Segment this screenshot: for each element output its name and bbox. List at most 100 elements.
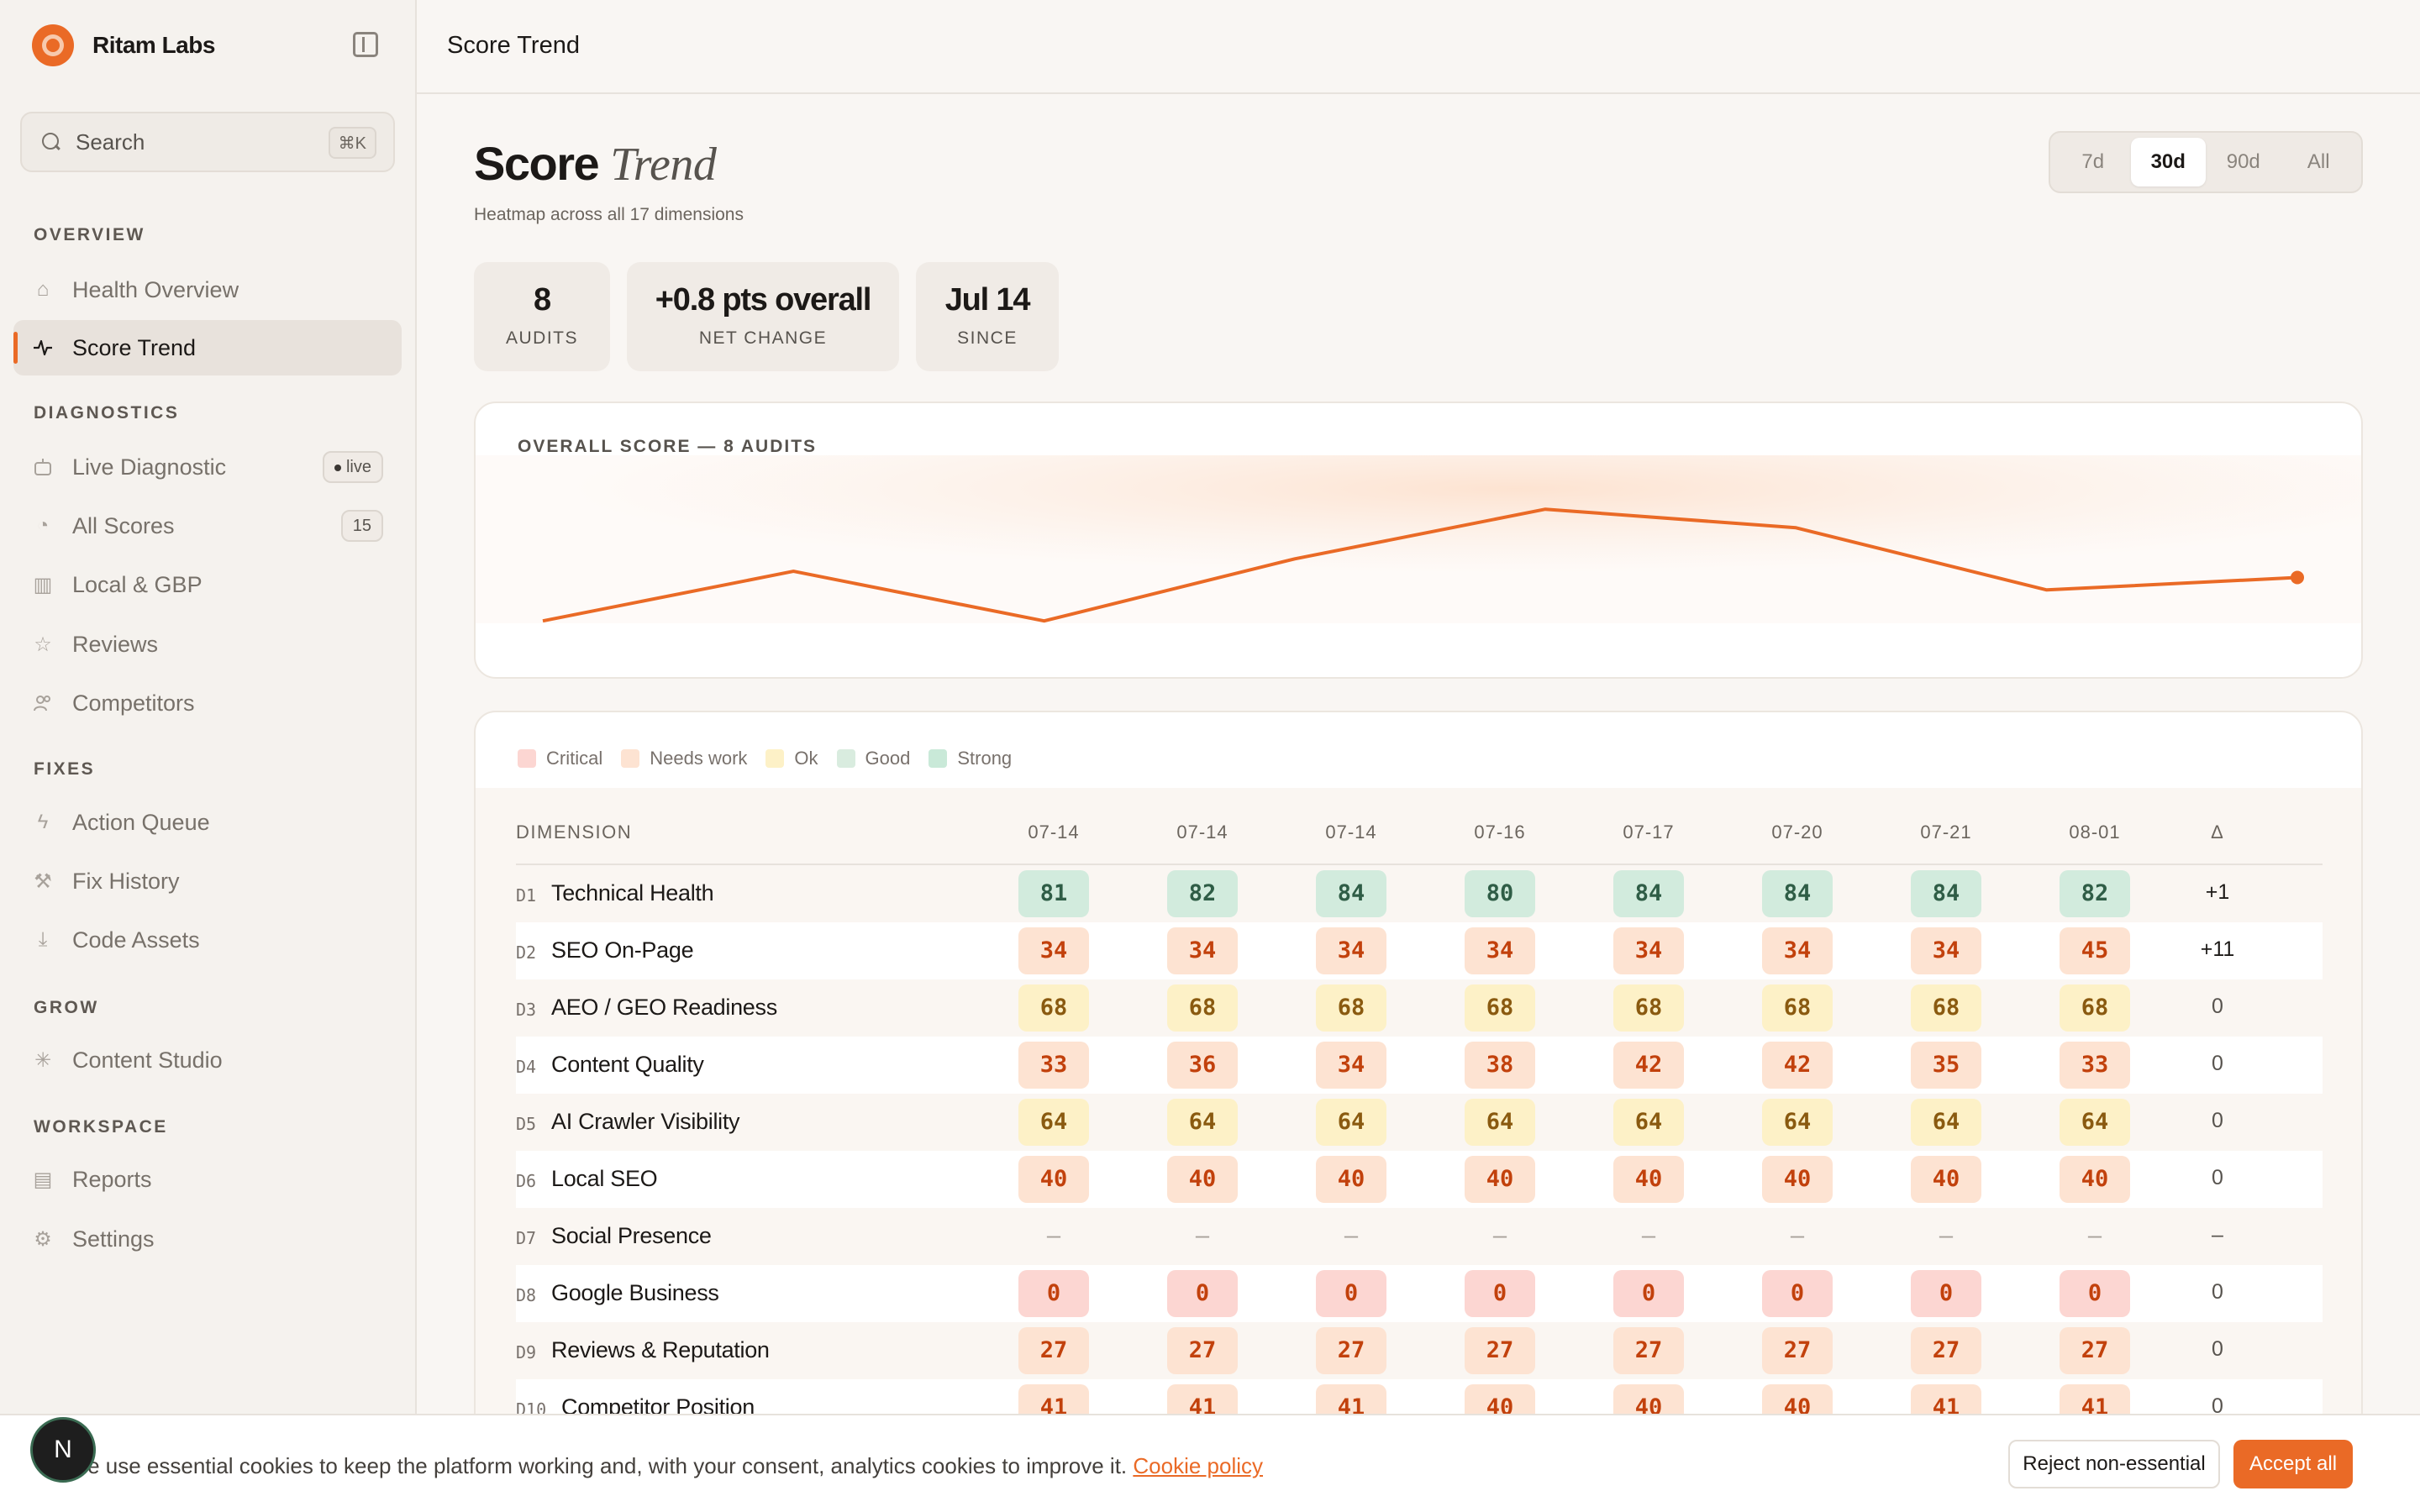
sidebar-item-reports[interactable]: ▤ Reports: [13, 1152, 402, 1207]
score-cell[interactable]: 40: [1316, 1156, 1386, 1203]
score-cell[interactable]: 68: [1911, 984, 1981, 1032]
sidebar-item-live-diagnostic[interactable]: Live Diagnostic live: [13, 439, 402, 495]
score-cell[interactable]: 40: [1167, 1156, 1238, 1203]
score-cell[interactable]: 27: [1613, 1327, 1684, 1374]
score-cell[interactable]: 64: [2060, 1099, 2130, 1146]
score-cell[interactable]: 84: [1613, 870, 1684, 917]
table-row[interactable]: D2 SEO On-Page 34 34 34 34 34 34 34 45 +11: [516, 922, 2323, 979]
score-cell[interactable]: 34: [1167, 927, 1238, 974]
sidebar-item-competitors[interactable]: Competitors: [13, 675, 402, 731]
score-cell[interactable]: 27: [1911, 1327, 1981, 1374]
score-cell[interactable]: 40: [1911, 1156, 1981, 1203]
sidebar-item-score-trend[interactable]: Score Trend: [13, 320, 402, 375]
score-cell[interactable]: –: [1641, 1223, 1656, 1249]
score-cell[interactable]: 40: [1018, 1156, 1089, 1203]
score-cell[interactable]: 34: [1613, 927, 1684, 974]
score-cell[interactable]: 27: [2060, 1327, 2130, 1374]
score-cell[interactable]: 27: [1316, 1327, 1386, 1374]
score-cell[interactable]: 40: [2060, 1156, 2130, 1203]
score-cell[interactable]: 42: [1613, 1042, 1684, 1089]
score-cell[interactable]: 40: [1465, 1156, 1535, 1203]
table-row[interactable]: D8 Google Business 0 0 0 0 0 0 0 0 0: [516, 1265, 2323, 1322]
score-cell[interactable]: 84: [1762, 870, 1833, 917]
score-cell[interactable]: 36: [1167, 1042, 1238, 1089]
score-cell[interactable]: 68: [1465, 984, 1535, 1032]
score-cell[interactable]: 42: [1762, 1042, 1833, 1089]
score-cell[interactable]: 40: [1762, 1156, 1833, 1203]
score-cell[interactable]: –: [1344, 1223, 1359, 1249]
table-row[interactable]: D9 Reviews & Reputation 27 27 27 27 27 27 27 27 0: [516, 1322, 2323, 1379]
score-cell[interactable]: 34: [1911, 927, 1981, 974]
score-cell[interactable]: –: [1492, 1223, 1507, 1249]
score-cell[interactable]: 64: [1018, 1099, 1089, 1146]
sidebar-item-action-queue[interactable]: ϟ Action Queue: [13, 795, 402, 850]
score-cell[interactable]: 34: [1018, 927, 1089, 974]
table-row[interactable]: D6 Local SEO 40 40 40 40 40 40 40 40 0: [516, 1151, 2323, 1208]
score-cell[interactable]: –: [1790, 1223, 1805, 1249]
score-cell[interactable]: 0: [1167, 1270, 1238, 1317]
score-cell[interactable]: 68: [1762, 984, 1833, 1032]
range-option-7d[interactable]: 7d: [2081, 150, 2105, 173]
score-cell[interactable]: 80: [1465, 870, 1535, 917]
collapse-sidebar-icon[interactable]: [353, 32, 378, 57]
score-cell[interactable]: 33: [2060, 1042, 2130, 1089]
score-cell[interactable]: 64: [1613, 1099, 1684, 1146]
range-option-all[interactable]: All: [2307, 150, 2330, 173]
score-cell[interactable]: 34: [1316, 1042, 1386, 1089]
score-cell[interactable]: 0: [1762, 1270, 1833, 1317]
table-row[interactable]: D5 AI Crawler Visibility 64 64 64 64 64 64 64 64 0: [516, 1094, 2323, 1151]
score-cell[interactable]: 0: [1911, 1270, 1981, 1317]
sidebar-item-fix-history[interactable]: ⚒ Fix History: [13, 853, 402, 909]
score-cell[interactable]: 34: [1465, 927, 1535, 974]
score-cell[interactable]: 0: [2060, 1270, 2130, 1317]
score-cell[interactable]: –: [2087, 1223, 2102, 1249]
score-cell[interactable]: –: [1195, 1223, 1210, 1249]
score-cell[interactable]: 82: [2060, 870, 2130, 917]
score-cell[interactable]: 0: [1018, 1270, 1089, 1317]
score-cell[interactable]: 64: [1911, 1099, 1981, 1146]
score-cell[interactable]: 27: [1762, 1327, 1833, 1374]
sidebar-item-settings[interactable]: ⚙ Settings: [13, 1211, 402, 1267]
score-cell[interactable]: 84: [1316, 870, 1386, 917]
avatar[interactable]: N: [30, 1417, 96, 1483]
score-cell[interactable]: 0: [1316, 1270, 1386, 1317]
score-cell[interactable]: 64: [1465, 1099, 1535, 1146]
sidebar-item-health-overview[interactable]: ⌂ Health Overview: [13, 262, 402, 318]
score-cell[interactable]: 68: [1613, 984, 1684, 1032]
score-cell[interactable]: 82: [1167, 870, 1238, 917]
score-cell[interactable]: 27: [1465, 1327, 1535, 1374]
reject-non-essential-button[interactable]: Reject non-essential: [2008, 1440, 2220, 1488]
score-cell[interactable]: –: [1939, 1223, 1954, 1249]
score-cell[interactable]: 34: [1762, 927, 1833, 974]
score-cell[interactable]: 68: [1018, 984, 1089, 1032]
score-cell[interactable]: 84: [1911, 870, 1981, 917]
table-row[interactable]: D7 Social Presence – – – – – – – – –: [516, 1208, 2323, 1265]
search-input[interactable]: Search ⌘K: [20, 112, 395, 172]
table-row[interactable]: D1 Technical Health 81 82 84 80 84 84 84 82 +1: [516, 865, 2323, 922]
range-option-90d[interactable]: 90d: [2226, 150, 2260, 173]
score-cell[interactable]: 45: [2060, 927, 2130, 974]
sidebar-item-code-assets[interactable]: ⤓ Code Assets: [13, 912, 402, 968]
sidebar-item-reviews[interactable]: ☆ Reviews: [13, 617, 402, 672]
score-cell[interactable]: –: [1046, 1223, 1061, 1249]
sidebar-item-content-studio[interactable]: ✳ Content Studio: [13, 1032, 402, 1088]
score-cell[interactable]: 68: [1167, 984, 1238, 1032]
score-cell[interactable]: 64: [1167, 1099, 1238, 1146]
score-cell[interactable]: 81: [1018, 870, 1089, 917]
score-cell[interactable]: 34: [1316, 927, 1386, 974]
score-cell[interactable]: 0: [1465, 1270, 1535, 1317]
table-row[interactable]: D4 Content Quality 33 36 34 38 42 42 35 33 0: [516, 1037, 2323, 1094]
score-cell[interactable]: 35: [1911, 1042, 1981, 1089]
accept-all-button[interactable]: Accept all: [2233, 1440, 2353, 1488]
score-cell[interactable]: 27: [1018, 1327, 1089, 1374]
score-cell[interactable]: 38: [1465, 1042, 1535, 1089]
sidebar-item-all-scores[interactable]: ◔ All Scores 15: [13, 498, 402, 554]
score-cell[interactable]: 40: [1613, 1156, 1684, 1203]
score-cell[interactable]: 64: [1316, 1099, 1386, 1146]
table-row[interactable]: D3 AEO / GEO Readiness 68 68 68 68 68 68 68 68 0: [516, 979, 2323, 1037]
cookie-policy-link[interactable]: Cookie policy: [1133, 1453, 1264, 1478]
score-cell[interactable]: 0: [1613, 1270, 1684, 1317]
brand[interactable]: Ritam Labs: [32, 24, 215, 67]
sidebar-item-local-gbp[interactable]: ▥ Local & GBP: [13, 557, 402, 612]
score-cell[interactable]: 27: [1167, 1327, 1238, 1374]
